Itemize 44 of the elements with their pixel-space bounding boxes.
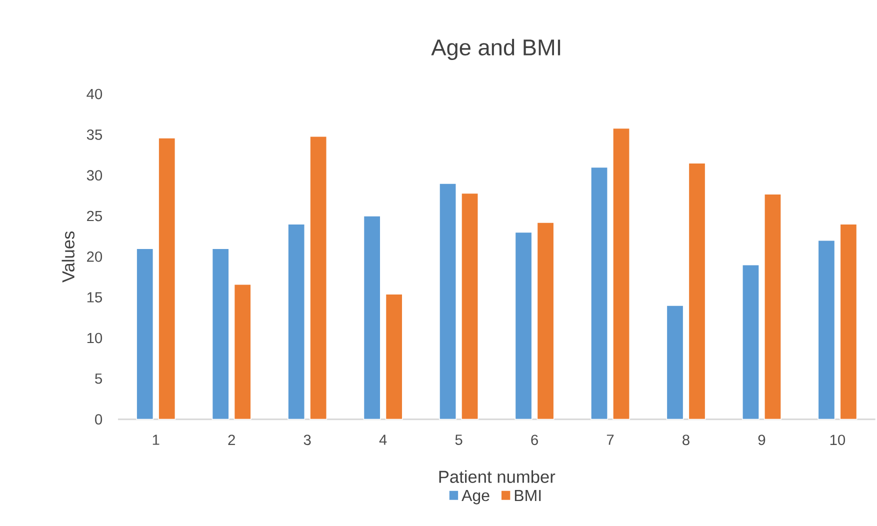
x-tick-label: 5: [455, 434, 462, 445]
bar: [764, 194, 782, 420]
x-axis-title: Patient number: [439, 470, 556, 483]
bar: [666, 305, 684, 420]
bar: [158, 138, 176, 420]
y-tick-label: 40: [86, 88, 102, 100]
legend-label: Age: [462, 490, 490, 504]
bar: [612, 128, 630, 420]
bar: [310, 136, 328, 420]
x-tick-label: 4: [379, 434, 387, 445]
bar: [536, 222, 554, 420]
bar: [234, 284, 252, 420]
bar: [439, 183, 457, 420]
y-tick-label: 5: [95, 374, 102, 384]
y-tick-label: 15: [87, 292, 102, 302]
y-tick-label: 35: [86, 130, 102, 140]
x-tick-label: 10: [830, 434, 846, 446]
bar: [590, 166, 608, 420]
x-tick-label: 8: [682, 434, 690, 446]
y-tick-label: 0: [95, 414, 102, 425]
x-tick-label: 1: [152, 434, 160, 445]
x-tick-label: 9: [758, 434, 766, 446]
x-tick-label: 6: [531, 434, 538, 446]
bar: [818, 240, 836, 420]
y-tick-label: 20: [87, 251, 102, 262]
y-tick-label: 25: [87, 210, 102, 222]
bar: [136, 248, 154, 420]
y-tick-label: 10: [87, 332, 102, 344]
bar: [742, 264, 760, 420]
bar: [688, 162, 706, 420]
x-tick-label: 3: [304, 434, 311, 446]
y-axis-title: Values: [62, 231, 74, 282]
bar: [840, 224, 858, 420]
y-tick-label: 30: [86, 170, 102, 181]
bar: [212, 248, 230, 420]
x-tick-label: 2: [228, 434, 235, 445]
x-tick-label: 7: [606, 434, 614, 445]
legend-label: BMI: [514, 490, 541, 502]
bar: [288, 224, 306, 420]
bar: [385, 294, 403, 420]
chart-title: Age and BMI: [431, 38, 560, 60]
bar: [461, 192, 479, 420]
bar: [514, 232, 532, 420]
bar: [363, 216, 381, 420]
